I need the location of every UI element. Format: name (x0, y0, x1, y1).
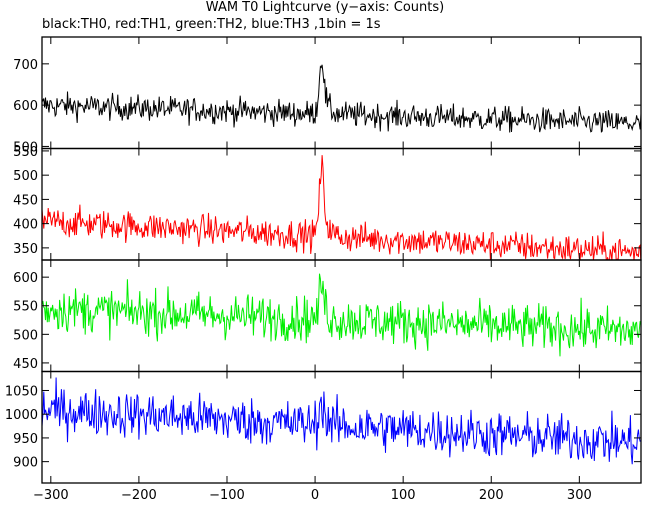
y-tick-label: 450 (13, 357, 38, 372)
x-tick-label: −300 (33, 488, 69, 503)
y-tick-label: 600 (13, 271, 38, 286)
y-tick-label: 450 (13, 193, 38, 208)
y-tick-label: 500 (13, 169, 38, 184)
y-tick-label: 500 (13, 328, 38, 343)
y-tick-label: 400 (13, 218, 38, 233)
lightcurve-th3 (42, 377, 641, 465)
x-tick-label: −200 (121, 488, 157, 503)
x-tick-label: 0 (311, 488, 319, 503)
y-tick-label: 550 (13, 145, 38, 160)
x-tick-label: 300 (567, 488, 592, 503)
y-tick-label: 900 (13, 456, 38, 471)
panel-frame (41, 370, 642, 484)
x-tick-label: −100 (209, 488, 245, 503)
x-tick-label: 100 (391, 488, 416, 503)
x-tick-label: 200 (479, 488, 504, 503)
y-tick-label: 500 (13, 140, 38, 155)
y-tick-label: 950 (13, 432, 38, 447)
y-tick-label: 600 (13, 99, 38, 114)
y-tick-label: 350 (13, 242, 38, 257)
lightcurve-th0 (42, 64, 641, 133)
y-tick-label: 1050 (5, 384, 38, 399)
y-tick-label: 700 (13, 58, 38, 73)
lightcurve-th1 (42, 155, 641, 260)
lightcurve-th2 (42, 273, 641, 357)
chart-title: WAM T0 Lightcurve (y−axis: Counts) (205, 0, 445, 15)
panel-frame (41, 36, 642, 150)
y-tick-label: 550 (13, 300, 38, 315)
panel-frame (41, 259, 642, 373)
chart-subtitle: black:TH0, red:TH1, green:TH2, blue:TH3 … (42, 17, 381, 32)
y-tick-label: 1000 (5, 408, 38, 423)
